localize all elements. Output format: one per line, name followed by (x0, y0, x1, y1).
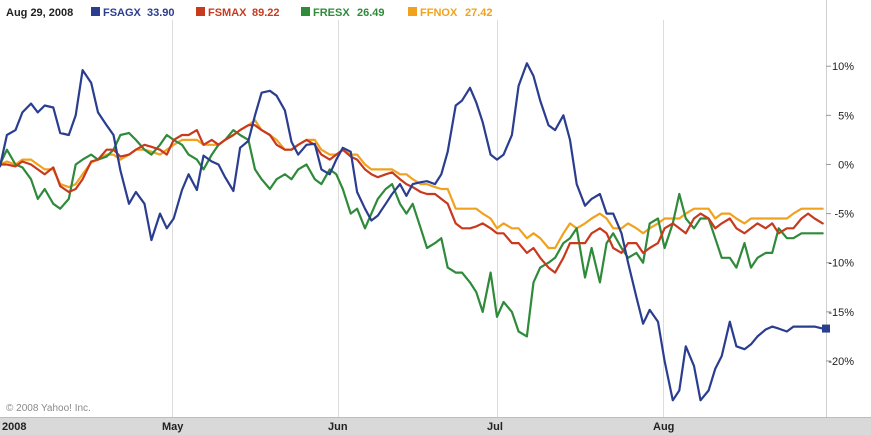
last-value-marker (822, 324, 830, 333)
legend-entry-fsagx: FSAGX 33.90 (91, 7, 175, 19)
legend: Aug 29, 2008 FSAGX 33.90 FSMAX 89.22 FRESX 26… (6, 7, 493, 19)
legend-entry-ffnox: FFNOX 27.42 (408, 7, 493, 19)
series-line-fsmax (0, 124, 824, 274)
y-tick-label: -20% (828, 356, 854, 368)
legend-swatch (196, 7, 205, 16)
y-tick-label: 5% (838, 110, 854, 122)
x-tick-label: 2008 (2, 421, 26, 433)
y-tick-label: -10% (828, 258, 854, 270)
x-tick-label: May (162, 421, 184, 433)
series-line-fsagx (0, 62, 828, 402)
legend-symbol: FSMAX (208, 7, 247, 19)
legend-entries: FSAGX 33.90 FSMAX 89.22 FRESX 26.49 FFNOX 27.42 (91, 7, 493, 19)
series-line-fresx (0, 129, 824, 338)
x-tick-label: Aug (653, 421, 674, 433)
legend-value: 27.42 (465, 7, 493, 19)
y-axis-ticks: 10% 5% 0% -5% -10% -15% -20% (826, 61, 854, 368)
x-tick-label: Jul (487, 421, 503, 433)
y-tick-label: -5% (834, 209, 854, 221)
x-tick-label: Jun (328, 421, 348, 433)
series-lines (0, 62, 830, 402)
copyright-text: © 2008 Yahoo! Inc. (6, 403, 91, 414)
y-tick-label: 0% (838, 159, 854, 171)
legend-swatch (91, 7, 100, 16)
x-axis-band (0, 417, 871, 435)
legend-swatch (301, 7, 310, 16)
x-axis-ticks: 2008 May Jun Jul Aug (2, 421, 674, 433)
legend-entry-fsmax: FSMAX 89.22 (196, 7, 280, 19)
y-tick-label: -15% (828, 307, 854, 319)
legend-symbol: FRESX (313, 7, 350, 19)
legend-value: 33.90 (147, 7, 175, 19)
legend-value: 26.49 (357, 7, 385, 19)
legend-entry-fresx: FRESX 26.49 (301, 7, 385, 19)
legend-value: 89.22 (252, 7, 280, 19)
legend-symbol: FFNOX (420, 7, 458, 19)
legend-date: Aug 29, 2008 (6, 7, 73, 19)
legend-swatch (408, 7, 417, 16)
legend-symbol: FSAGX (103, 7, 142, 19)
y-tick-label: 10% (832, 61, 854, 73)
